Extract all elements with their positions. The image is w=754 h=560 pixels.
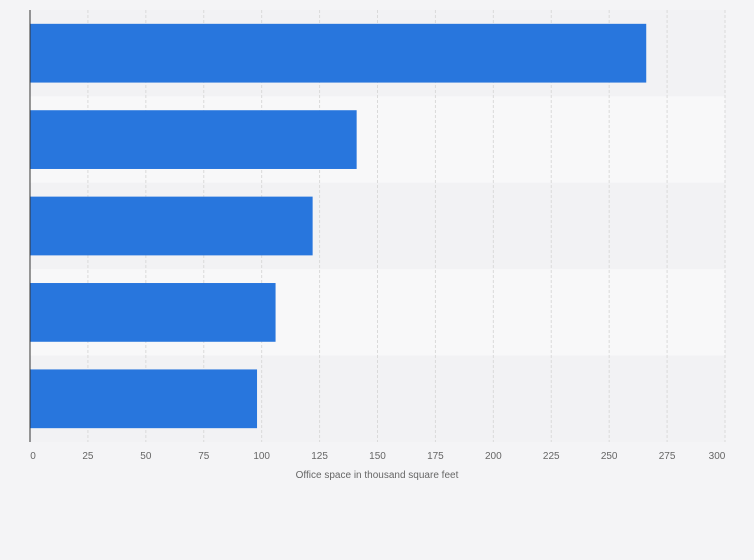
- bars: [30, 23, 647, 429]
- x-tick-label: 250: [601, 451, 618, 462]
- x-tick-label: 300: [709, 451, 726, 462]
- x-tick-label: 25: [82, 451, 94, 462]
- bar[interactable]: [30, 110, 357, 169]
- x-axis-title: Office space in thousand square feet: [296, 470, 459, 481]
- x-tick-label: 125: [311, 451, 328, 462]
- x-tick-label: 50: [140, 451, 152, 462]
- bar[interactable]: [30, 23, 647, 83]
- x-tick-label: 75: [198, 451, 210, 462]
- bar[interactable]: [30, 196, 313, 256]
- x-axis-ticks: 0 25 50 75 100 125 150 175 200 225 250 275 300: [30, 451, 726, 462]
- x-tick-label: 0: [30, 451, 36, 462]
- x-tick-label: 200: [485, 451, 502, 462]
- x-tick-label: 100: [253, 451, 270, 462]
- x-tick-label: 275: [659, 451, 676, 462]
- x-tick-label: 225: [543, 451, 560, 462]
- x-tick-label: 175: [427, 451, 444, 462]
- bar[interactable]: [30, 369, 258, 429]
- bar[interactable]: [30, 283, 276, 342]
- x-tick-label: 150: [369, 451, 386, 462]
